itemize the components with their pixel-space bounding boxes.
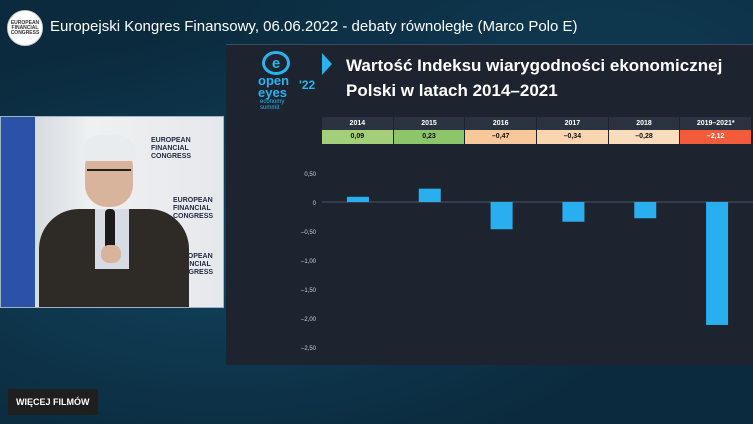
table-value-cell: –0,34 [537, 130, 609, 144]
table-year-cell: 2018 [608, 117, 681, 130]
speaker-hair [81, 135, 137, 161]
presentation-slide: e open eyes '22 economy summit Wartość I… [226, 44, 753, 365]
eye-icon: e [262, 51, 290, 75]
table-year-cell: 2014 [322, 117, 394, 130]
logo-line-3: economy [260, 99, 285, 105]
table-header-row: 2014 2015 2016 2017 2018 2019–2021* [322, 117, 753, 130]
table-value-cell: 0,23 [393, 130, 466, 144]
table-year-cell: 2017 [537, 117, 609, 130]
slide-title: Wartość Indeksu wiarygodności ekonomiczn… [346, 53, 746, 103]
slide-title-line-1: Wartość Indeksu wiarygodności ekonomiczn… [346, 56, 723, 75]
open-eyes-logo: e open eyes '22 economy summit [254, 51, 324, 111]
y-tick-label: –1,50 [301, 288, 317, 294]
backdrop-logo-3: EUROPEAN FINANCIAL CONGRESS [173, 253, 214, 276]
video-title[interactable]: Europejski Kongres Finansowy, 06.06.2022… [50, 18, 578, 35]
table-value-cell: 0,09 [322, 130, 394, 144]
index-table: 2014 2015 2016 2017 2018 2019–2021* 0,09… [322, 117, 753, 144]
channel-avatar[interactable]: EUROPEAN FINANCIAL CONGRESS [7, 10, 43, 46]
y-tick-label: –0,50 [301, 230, 317, 236]
table-year-cell: 2015 [393, 117, 466, 130]
bar-2019–2021* [706, 202, 729, 325]
y-tick-label: 0 [313, 201, 317, 207]
video-title-bar: EUROPEAN FINANCIAL CONGRESS Europejski K… [0, 0, 753, 52]
speaker-hand [101, 245, 121, 263]
y-tick-label: –2,50 [301, 346, 317, 352]
index-bar-chart: 0,50 0 –0,50 –1,00 –1,50 –2,00 –2,50 [286, 159, 753, 359]
channel-logo-text: EUROPEAN FINANCIAL CONGRESS [10, 19, 40, 36]
table-year-cell: 2019–2021* [680, 117, 753, 130]
logo-line-1: open [258, 73, 290, 88]
bar-2015 [418, 188, 441, 202]
table-value-row: 0,09 0,23 –0,47 –0,34 –0,28 –2,12 [322, 130, 753, 144]
backdrop-logo-2: EUROPEAN FINANCIAL CONGRESS [173, 197, 214, 220]
logo-line-2: eyes [258, 85, 287, 100]
backdrop-blue-panel [1, 117, 35, 307]
table-value-cell: –0,47 [465, 130, 538, 144]
y-tick-label: –2,00 [301, 317, 317, 323]
logo-line-4: summit [260, 105, 280, 111]
backdrop-logo-1: EUROPEAN FINANCIAL CONGRESS [151, 137, 192, 160]
bar-2017 [562, 202, 585, 222]
bar-2016 [490, 202, 513, 230]
microphone [105, 209, 115, 259]
play-arrow-icon [322, 53, 332, 75]
slide-title-line-2: Polski w latach 2014–2021 [346, 81, 558, 100]
y-tick-label: –1,00 [301, 259, 317, 265]
table-year-cell: 2016 [465, 117, 538, 130]
table-value-cell: –0,28 [608, 130, 681, 144]
speaker-glasses [87, 169, 131, 181]
bar-2018 [634, 202, 657, 219]
y-tick-label: 0,50 [304, 172, 316, 178]
logo-year: '22 [299, 78, 316, 92]
table-value-cell: –2,12 [680, 130, 753, 144]
chart-svg: 0,50 0 –0,50 –1,00 –1,50 –2,00 –2,50 [301, 172, 753, 352]
speaker-video: EUROPEAN FINANCIAL CONGRESS EUROPEAN FIN… [0, 116, 224, 308]
bar-2014 [346, 196, 369, 202]
more-videos-button[interactable]: WIĘCEJ FILMÓW [8, 389, 98, 415]
